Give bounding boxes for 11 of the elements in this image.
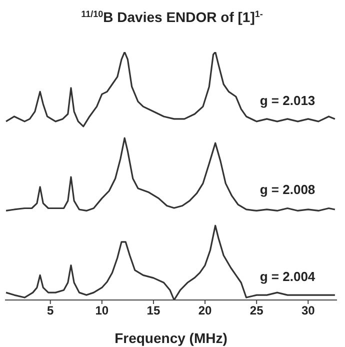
x-tick-label: 25 xyxy=(250,304,264,318)
x-axis-title: Frequency (MHz) xyxy=(114,330,228,346)
series-label: g = 2.013 xyxy=(260,92,316,108)
chart-title: $^{11/10}$B Davies ENDOR of [1]$^{1-}$ xyxy=(81,9,263,25)
x-tick-label: 10 xyxy=(95,304,109,318)
x-tick-label: 15 xyxy=(146,304,160,318)
x-tick-label: 5 xyxy=(47,304,54,318)
series-label: g = 2.004 xyxy=(260,269,316,284)
x-tick-label: 30 xyxy=(301,304,316,318)
series-label: g = 2.008 xyxy=(260,182,316,198)
x-tick-label: 20 xyxy=(198,304,212,318)
